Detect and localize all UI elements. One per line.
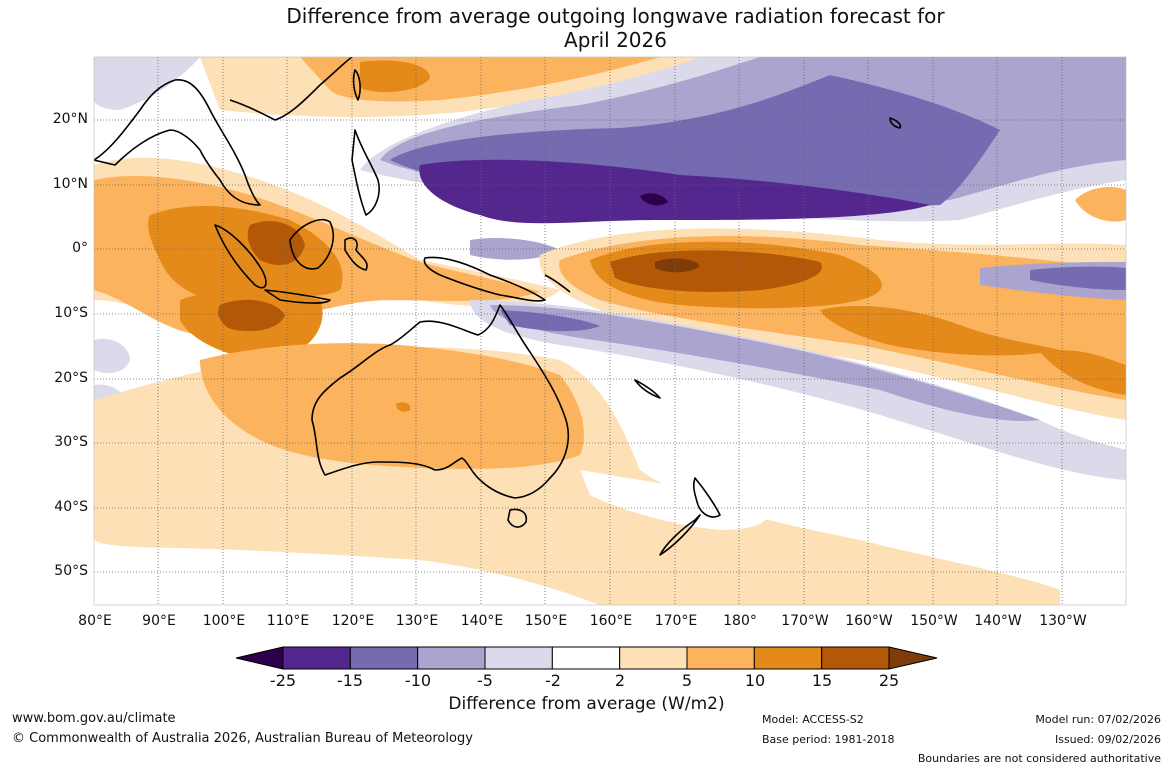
lat-label-20s: 20°S: [54, 370, 88, 386]
colorbar-box: [619, 646, 688, 670]
lon-label-180: 180°: [723, 613, 757, 629]
lon-label-120e: 120°E: [331, 613, 375, 629]
colorbar-tick-label: -2: [545, 671, 561, 690]
colorbar-tick-label: 25: [878, 671, 900, 690]
disclaimer-text: Boundaries are not considered authoritat…: [917, 752, 1161, 765]
lat-label-20n: 20°N: [52, 111, 88, 127]
colorbar-tick-label: -10: [404, 671, 432, 690]
colorbar-boxes: [282, 646, 890, 670]
website-link[interactable]: www.bom.gov.au/climate: [12, 711, 176, 726]
contour-positive-australia-mid: [200, 343, 584, 469]
contour-negative-spcz-mid: [490, 305, 1040, 421]
lat-label-10n: 10°N: [52, 176, 88, 192]
colorbar-tick-label: 10: [744, 671, 766, 690]
colorbar-tick-label: -15: [336, 671, 364, 690]
coastline-new-zealand-south: [659, 514, 701, 556]
model-run-date: Model run: 07/02/2026: [1035, 713, 1161, 726]
copyright-text: © Commonwealth of Australia 2026, Austra…: [12, 731, 473, 746]
contour-negative-spcz-inner: [500, 310, 600, 332]
issued-date: Issued: 09/02/2026: [1054, 733, 1161, 746]
lat-label-50s: 50°S: [54, 563, 88, 579]
lon-label-130e: 130°E: [395, 613, 439, 629]
coastline-new-zealand-north: [692, 477, 721, 518]
map-title-line1: Difference from average outgoing longwav…: [286, 4, 945, 28]
lat-label-30s: 30°S: [54, 434, 88, 450]
map-frame: [93, 56, 1127, 606]
colorbar: [235, 646, 938, 670]
coastline-sumatra: [214, 224, 267, 289]
contour-negative-east-band-inner: [1030, 266, 1126, 290]
contour-negative-west-patch: [94, 338, 130, 373]
coastline-solomons: [544, 274, 571, 293]
coastline-taiwan: [352, 69, 361, 101]
graticule: [94, 57, 1126, 605]
contour-positive-pacific-secondary: [820, 305, 1060, 356]
coastline-new-guinea: [423, 256, 546, 302]
colorbar-tick-label: 15: [811, 671, 833, 690]
coastline-china-coast: [229, 57, 353, 121]
contour-white-tasman: [580, 470, 768, 530]
contour-positive-west-core: [247, 221, 305, 265]
map-title-line2: April 2026: [564, 28, 667, 52]
lat-label-equator: 0°: [72, 240, 88, 256]
lon-label-100e: 100°E: [202, 613, 246, 629]
contour-positive-pacific-east: [1040, 350, 1126, 395]
colorbar-tick-label: 5: [681, 671, 693, 690]
coastline-java: [264, 289, 331, 304]
contour-positive-east-edge: [1075, 187, 1126, 222]
colorbar-box: [686, 646, 755, 670]
base-period: Base period: 1981-2018: [762, 733, 895, 746]
lon-label-90e: 90°E: [142, 613, 176, 629]
coastline-new-caledonia: [634, 379, 661, 399]
coastline-sulawesi: [344, 237, 368, 271]
lon-label-80e: 80°E: [78, 613, 112, 629]
colorbar-box: [821, 646, 890, 670]
colorbar-tick-label: -5: [477, 671, 493, 690]
map-title: Difference from average outgoing longwav…: [0, 4, 1173, 52]
colorbar-title: Difference from average (W/m2): [448, 694, 725, 714]
lon-label-150e: 150°E: [524, 613, 568, 629]
colorbar-tick-label: -25: [269, 671, 297, 690]
colorbar-extend-low: [235, 646, 284, 670]
colorbar-box: [349, 646, 419, 670]
lon-label-150w: 150°W: [910, 613, 958, 629]
coastline-borneo: [289, 218, 334, 270]
colorbar-box: [417, 646, 486, 670]
coastlines: [94, 57, 902, 556]
contour-negative-ne-core: [419, 159, 930, 224]
coastline-hawaii: [889, 117, 902, 129]
lon-label-140e: 140°E: [460, 613, 504, 629]
colorbar-box: [282, 646, 351, 670]
contour-positive-west-core2: [218, 299, 285, 332]
model-name: Model: ACCESS-S2: [762, 713, 864, 726]
contour-positive-pacific-peak: [655, 258, 700, 273]
lon-label-140w: 140°W: [974, 613, 1022, 629]
coastline-asia-mainland: [94, 79, 261, 206]
coastline-australia: [311, 304, 570, 499]
lat-label-40s: 40°S: [54, 499, 88, 515]
lon-label-170e: 170°E: [654, 613, 698, 629]
colorbar-box: [551, 646, 621, 670]
contour-negative-north-west: [94, 57, 200, 110]
anomaly-field: [94, 57, 1126, 605]
coastline-tasmania: [507, 508, 528, 528]
contour-negative-ne-peak: [640, 193, 668, 206]
colorbar-extend-high: [888, 646, 938, 670]
coastline-philippines: [351, 129, 380, 216]
lat-label-10s: 10°S: [54, 305, 88, 321]
colorbar-box: [753, 646, 823, 670]
lon-label-130w: 130°W: [1039, 613, 1087, 629]
contour-positive-australia-core: [396, 402, 411, 412]
lon-label-110e: 110°E: [266, 613, 310, 629]
contour-positive-north-core: [360, 60, 430, 93]
lon-label-170w: 170°W: [781, 613, 829, 629]
colorbar-tick-label: 2: [614, 671, 626, 690]
colorbar-box: [484, 646, 553, 670]
lon-label-160e: 160°E: [589, 613, 633, 629]
lon-label-160w: 160°W: [845, 613, 893, 629]
